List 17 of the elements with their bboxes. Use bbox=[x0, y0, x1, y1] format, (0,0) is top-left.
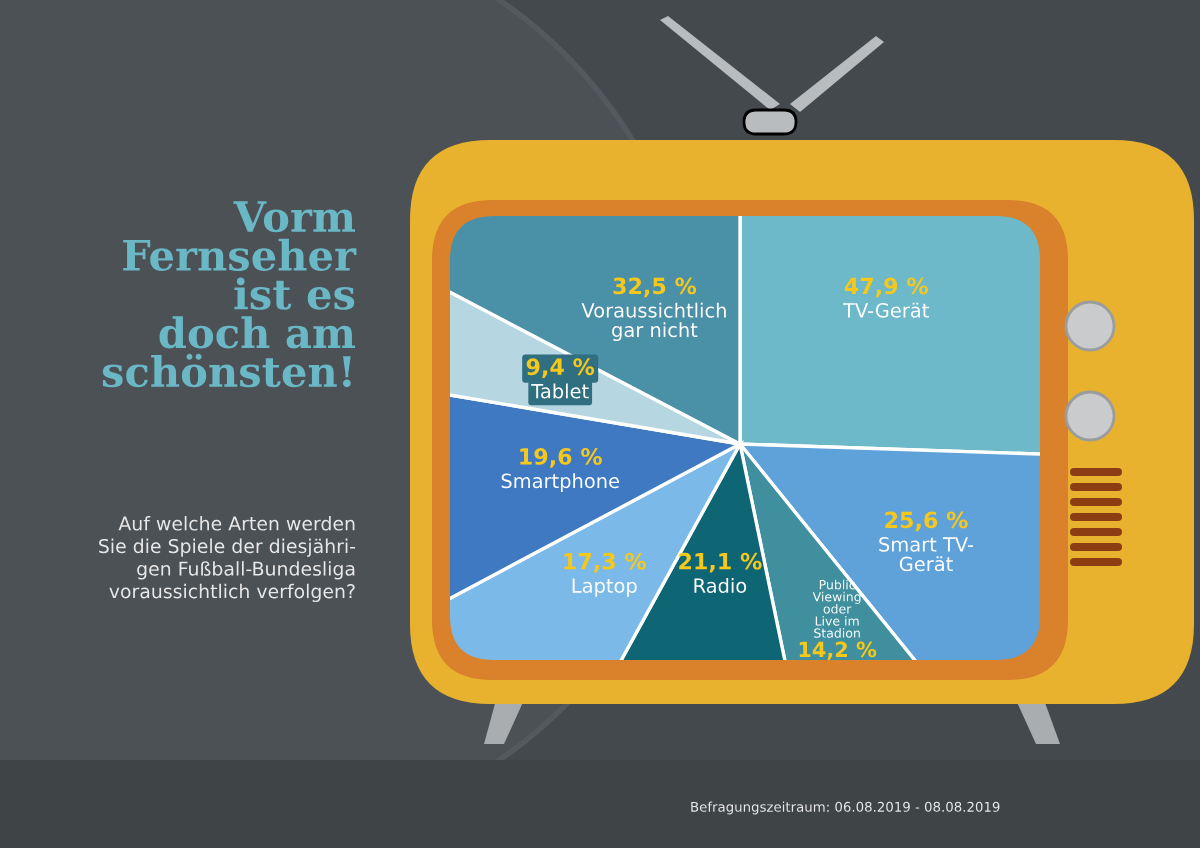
data-label: 47,9 % bbox=[844, 277, 928, 298]
data-label: 9,4 % bbox=[526, 358, 595, 378]
slice-label: Laptop bbox=[572, 578, 637, 597]
slice-label: Smartphone bbox=[501, 473, 619, 492]
slice-label: Radio bbox=[694, 577, 747, 593]
data-label: 25,6 % bbox=[885, 511, 968, 532]
data-label: 14,2 % bbox=[799, 641, 877, 660]
data-label: 17,3 % bbox=[564, 552, 646, 573]
slice-label: Voraussichtlich gar nicht bbox=[581, 302, 726, 342]
text: Auf welche Arten werden Sie die Spiele der diesjähri- gen Fußball-Bundesliga voraussichtlich verfolgen? bbox=[99, 516, 356, 603]
text: Vorm Fernseher ist es doch am schönsten! bbox=[102, 201, 357, 388]
data-label: 19,6 % bbox=[520, 448, 602, 468]
slice-label: TV-Gerät bbox=[842, 302, 929, 318]
slice-label: Tablet bbox=[531, 383, 589, 399]
data-label: 21,1 % bbox=[679, 552, 762, 573]
data-label: 32,5 % bbox=[613, 277, 697, 298]
slice-label: Smart TV- Gerät bbox=[879, 537, 974, 572]
